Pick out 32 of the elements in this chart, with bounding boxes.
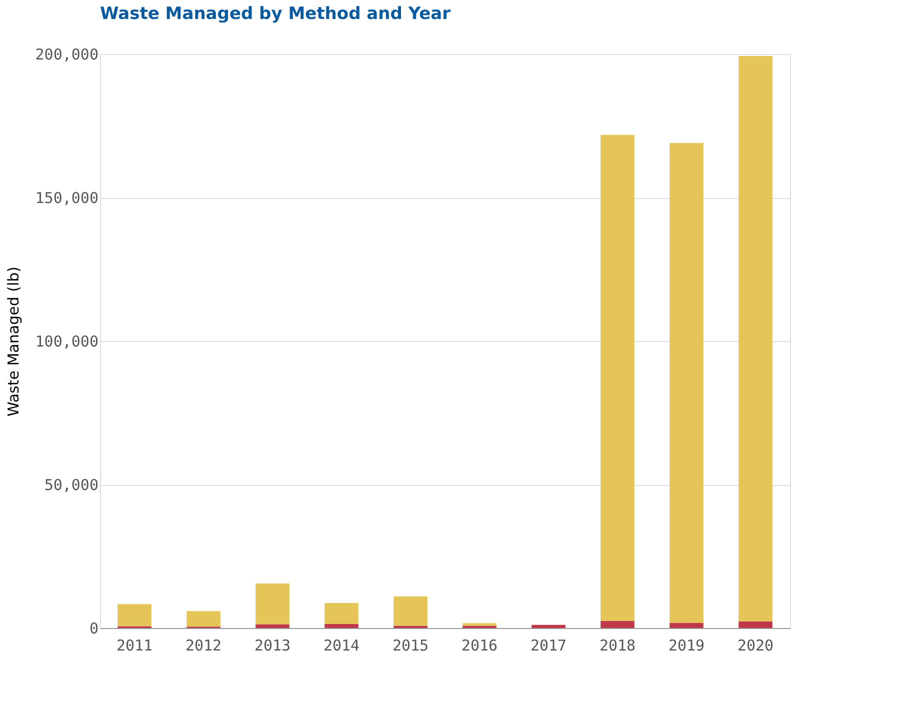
bar [532, 624, 566, 628]
bar [186, 611, 220, 627]
bar [324, 624, 358, 628]
bar [600, 620, 634, 628]
y-tick-label: 200,000 [35, 46, 98, 64]
x-tick-label: 2019 [668, 636, 705, 654]
bar [462, 623, 496, 626]
x-tick-label: 2011 [116, 636, 153, 654]
x-tick-label: 2016 [461, 636, 498, 654]
y-tick-label: 100,000 [35, 332, 98, 350]
y-tick-label: 150,000 [35, 189, 98, 207]
bar [324, 603, 358, 624]
bar [256, 584, 290, 624]
bar [670, 142, 704, 623]
x-tick-label: 2015 [392, 636, 429, 654]
bar [600, 134, 634, 621]
bar [738, 621, 772, 628]
bar [738, 56, 772, 622]
x-tick-label: 2017 [530, 636, 567, 654]
bar [118, 604, 152, 626]
y-axis-title: Waste Managed (lb) [4, 266, 22, 417]
x-tick-label: 2013 [254, 636, 291, 654]
x-tick-label: 2018 [599, 636, 636, 654]
bar [670, 622, 704, 628]
chart-title: Waste Managed by Method and Year [100, 4, 452, 24]
x-tick-label: 2014 [323, 636, 360, 654]
x-tick-label: 2012 [185, 636, 222, 654]
x-tick-label: 2020 [737, 636, 774, 654]
y-tick-label: 50,000 [44, 476, 98, 494]
bar [256, 624, 290, 628]
y-tick-label: 0 [89, 620, 98, 638]
bar [394, 596, 428, 626]
